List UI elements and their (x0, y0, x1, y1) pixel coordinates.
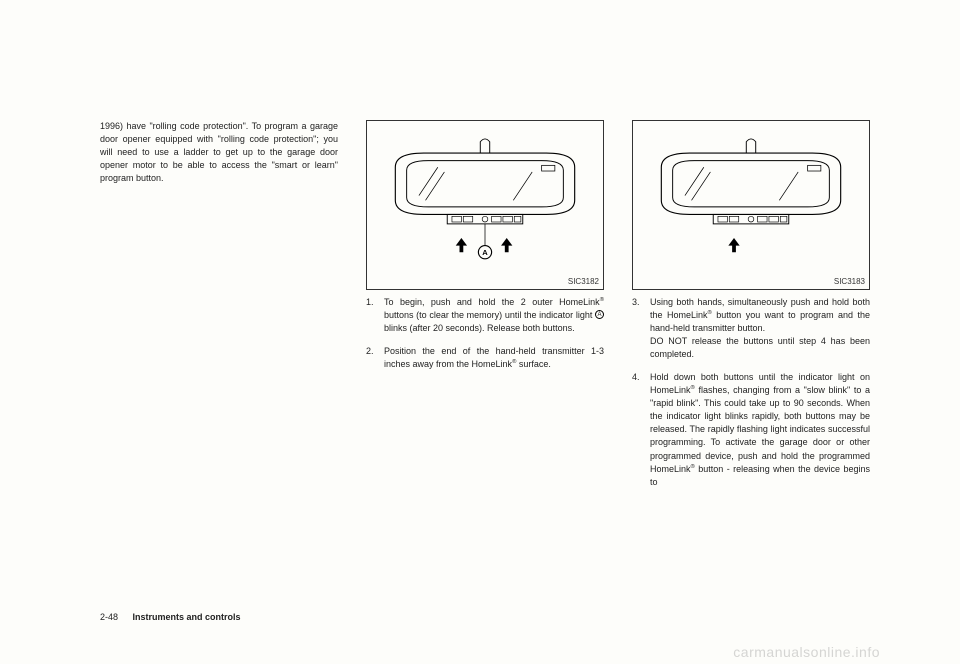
watermark: carmanualsonline.info (733, 644, 880, 660)
step-2-text-a: Position the end of the hand-held transm… (384, 346, 604, 369)
section-title: Instruments and controls (133, 612, 241, 622)
figure-2-label: SIC3183 (834, 277, 865, 286)
figure-mirror-1: A SIC3182 (366, 120, 604, 290)
page-number: 2-48 (100, 612, 118, 622)
column-2: A SIC3182 To begin, push and hold the 2 … (366, 120, 604, 499)
figure-mirror-2: SIC3183 (632, 120, 870, 290)
svg-text:A: A (482, 248, 488, 257)
column-1: 1996) have "rolling code protection". To… (100, 120, 338, 499)
step-1: To begin, push and hold the 2 outer Home… (366, 296, 604, 335)
instruction-list-col3: Using both hands, simultaneously push an… (632, 296, 870, 489)
step-3: Using both hands, simultaneously push an… (632, 296, 870, 361)
figure-1-label: SIC3182 (568, 277, 599, 286)
step-2: Position the end of the hand-held transm… (366, 345, 604, 371)
intro-paragraph: 1996) have "rolling code protection". To… (100, 120, 338, 185)
mirror-diagram-1: A (367, 121, 603, 289)
column-3: SIC3183 Using both hands, simultaneously… (632, 120, 870, 499)
page-footer: 2-48 Instruments and controls (100, 612, 241, 622)
step-1-text-a: To begin, push and hold the 2 outer Home… (384, 297, 600, 307)
indicator-a-icon: A (595, 310, 604, 319)
instruction-list-col2: To begin, push and hold the 2 outer Home… (366, 296, 604, 371)
mirror-diagram-2 (633, 121, 869, 289)
step-4: Hold down both buttons until the indicat… (632, 371, 870, 488)
step-4-text-b: flashes, changing from a "slow blink" to… (650, 385, 870, 473)
step-1-text-c: blinks (after 20 seconds). Release both … (384, 323, 575, 333)
step-3-text-c: DO NOT release the buttons until step 4 … (650, 336, 870, 359)
step-1-text-b: buttons (to clear the memory) until the … (384, 310, 595, 320)
step-2-text-b: surface. (516, 359, 551, 369)
